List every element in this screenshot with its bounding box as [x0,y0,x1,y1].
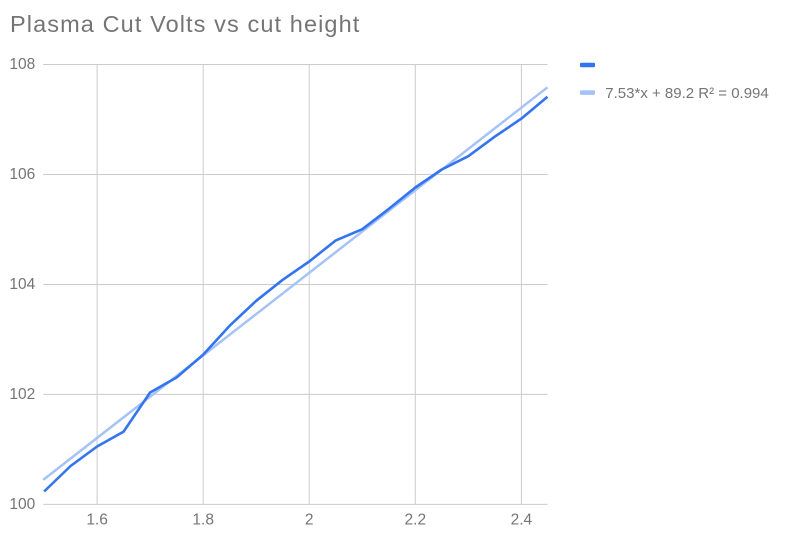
svg-text:Plasma Cut Volts vs cut height: Plasma Cut Volts vs cut height [10,11,360,37]
svg-text:2.4: 2.4 [511,512,533,529]
svg-text:2: 2 [305,512,314,529]
svg-text:1.8: 1.8 [192,512,214,529]
svg-text:102: 102 [9,386,35,403]
svg-text:7.53*x + 89.2 R² = 0.994: 7.53*x + 89.2 R² = 0.994 [605,85,768,102]
svg-text:100: 100 [9,496,35,513]
svg-text:104: 104 [9,276,35,293]
svg-text:2.2: 2.2 [405,512,427,529]
svg-text:1.6: 1.6 [86,512,108,529]
svg-text:106: 106 [9,166,35,183]
svg-text:108: 108 [9,56,35,73]
